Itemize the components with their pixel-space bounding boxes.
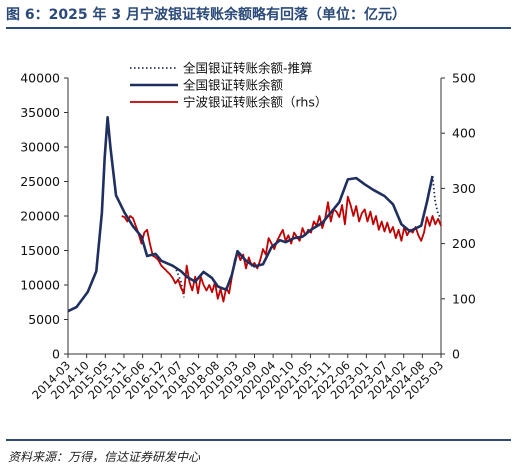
- legend-item-ningbo-label: 宁波银证转账余额（rhs）: [183, 95, 327, 110]
- legend-item-estimated-label: 全国银证转账余额-推算: [183, 61, 313, 76]
- right-tick-label: 500: [452, 71, 476, 86]
- left-tick-label: 10000: [20, 278, 60, 293]
- left-tick-label: 25000: [20, 174, 60, 189]
- chart-axes: 0500010000150002000025000300003500040000…: [20, 71, 476, 403]
- chart-series: [67, 116, 442, 313]
- series-national-estimated-recent: [431, 175, 442, 219]
- series-national: [67, 116, 434, 313]
- right-tick-label: 300: [452, 181, 476, 196]
- source-note: 资料来源：万得，信达证券研发中心: [8, 450, 201, 464]
- chart-title: 图 6：2025 年 3 月宁波银证转账余额略有回落（单位：亿元）: [6, 7, 406, 23]
- chart-svg: 0500010000150002000025000300003500040000…: [20, 61, 476, 403]
- right-tick-label: 200: [452, 236, 476, 251]
- left-tick-label: 20000: [20, 209, 60, 224]
- source-divider: [6, 439, 511, 441]
- left-tick-label: 30000: [20, 140, 60, 155]
- legend-item-national-label: 全国银证转账余额: [183, 78, 284, 93]
- left-tick-label: 15000: [20, 243, 60, 258]
- left-tick-label: 40000: [20, 71, 60, 86]
- left-tick-label: 35000: [20, 105, 60, 120]
- right-tick-label: 100: [452, 291, 476, 306]
- right-tick-label: 400: [452, 126, 476, 141]
- right-tick-label: 0: [452, 347, 460, 362]
- left-tick-label: 0: [52, 347, 60, 362]
- title-divider: [6, 27, 511, 29]
- series-ningbo: [121, 195, 442, 303]
- left-tick-label: 5000: [28, 312, 60, 327]
